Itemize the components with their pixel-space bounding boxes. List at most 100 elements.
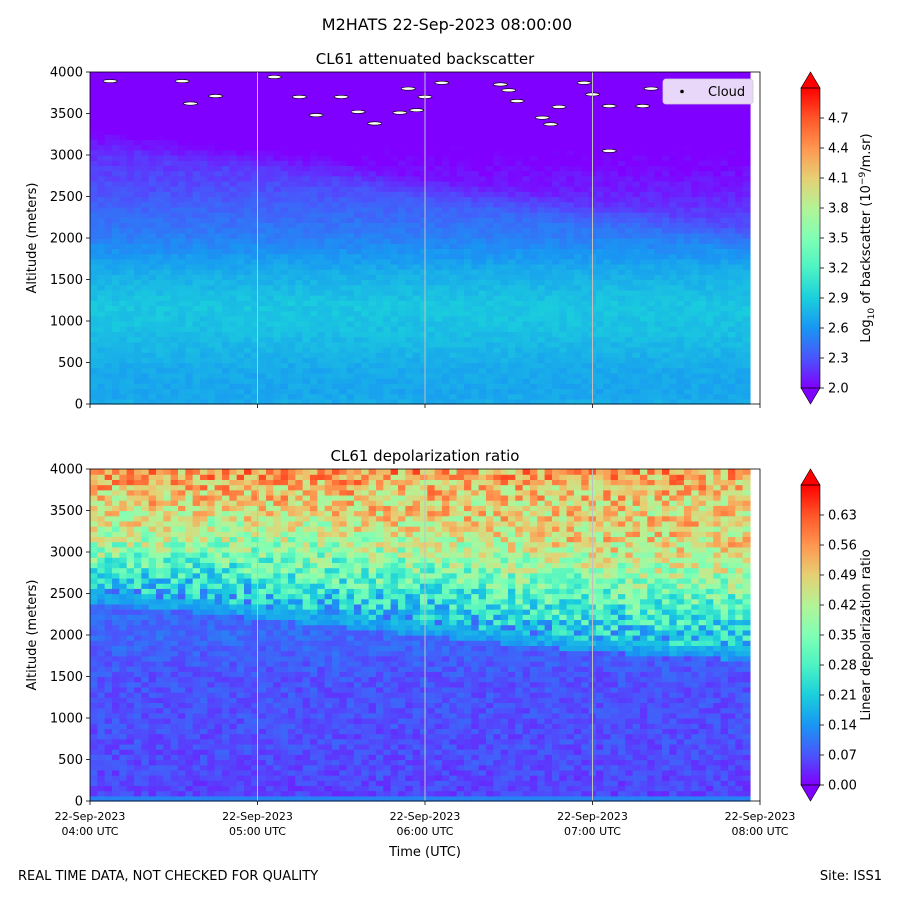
heatmap-cell — [434, 118, 443, 125]
heatmap-cell — [493, 206, 502, 213]
heatmap-cell — [500, 212, 509, 218]
heatmap-cell — [412, 263, 421, 270]
heatmap-cell — [419, 341, 428, 348]
heatmap-cell — [141, 315, 150, 322]
heatmap-cell — [529, 201, 538, 208]
heatmap-cell — [287, 346, 296, 353]
heatmap-cell — [566, 108, 575, 115]
heatmap-cell — [302, 134, 311, 141]
heatmap-cell — [309, 362, 318, 369]
heatmap-cell — [559, 238, 568, 244]
heatmap-cell — [434, 253, 443, 260]
heatmap-cell — [632, 331, 641, 338]
heatmap-cell — [478, 165, 487, 172]
heatmap-cell — [639, 72, 648, 78]
heatmap-cell — [456, 253, 465, 260]
heatmap-cell — [478, 310, 487, 317]
heatmap-cell — [141, 186, 150, 192]
heatmap-cell — [207, 352, 216, 358]
heatmap-cell — [485, 284, 494, 291]
heatmap-cell — [148, 217, 157, 224]
heatmap-cell — [287, 300, 296, 307]
heatmap-cell — [302, 155, 311, 161]
heatmap-cell — [412, 243, 421, 249]
heatmap-cell — [156, 258, 164, 265]
heatmap-cell — [603, 77, 612, 83]
heatmap-cell — [625, 123, 634, 130]
heatmap-cell — [265, 196, 274, 203]
heatmap-cell — [280, 108, 289, 115]
heatmap-cell — [324, 248, 333, 255]
heatmap-cell — [214, 321, 223, 327]
heatmap-cell — [170, 155, 179, 161]
heatmap-cell — [456, 310, 465, 317]
heatmap-cell — [331, 300, 340, 307]
heatmap-cell — [573, 212, 582, 218]
heatmap-cell — [134, 175, 142, 182]
heatmap-cell — [632, 97, 641, 104]
heatmap-cell — [361, 186, 370, 192]
heatmap-cell — [441, 326, 450, 332]
heatmap-cell — [134, 279, 142, 286]
heatmap-cell — [302, 321, 311, 327]
heatmap-cell — [324, 263, 333, 270]
heatmap-cell — [463, 336, 472, 343]
heatmap-cell — [317, 336, 326, 343]
heatmap-cell — [104, 315, 113, 322]
heatmap-cell — [375, 310, 384, 317]
heatmap-cell — [573, 362, 582, 369]
heatmap-cell — [126, 123, 135, 130]
heatmap-cell — [456, 269, 465, 275]
heatmap-cell — [412, 103, 421, 109]
heatmap-cell — [163, 248, 172, 255]
heatmap-cell — [647, 321, 656, 327]
heatmap-cell — [449, 180, 458, 187]
heatmap-cell — [375, 97, 384, 104]
heatmap-cell — [156, 155, 164, 161]
heatmap-cell — [537, 263, 546, 270]
heatmap-cell — [449, 362, 458, 369]
heatmap-cell — [258, 321, 267, 327]
heatmap-cell — [265, 331, 274, 338]
heatmap-cell — [156, 295, 164, 301]
heatmap-cell — [537, 362, 546, 369]
heatmap-cell — [295, 149, 304, 156]
heatmap-cell — [265, 113, 274, 120]
heatmap-cell — [529, 378, 538, 384]
heatmap-cell — [265, 201, 274, 208]
heatmap-cell — [419, 87, 428, 94]
heatmap-cell — [317, 155, 326, 161]
heatmap-cell — [317, 300, 326, 307]
heatmap-cell — [581, 196, 590, 203]
heatmap-cell — [654, 134, 663, 141]
heatmap-cell — [192, 108, 201, 115]
heatmap-cell — [441, 341, 450, 348]
heatmap-cell — [456, 149, 465, 156]
heatmap-cell — [280, 357, 289, 364]
heatmap-cell — [163, 331, 172, 338]
heatmap-cell — [478, 357, 487, 364]
heatmap-cell — [112, 108, 120, 115]
heatmap-cell — [221, 77, 230, 83]
heatmap-cell — [412, 367, 421, 374]
heatmap-cell — [632, 134, 641, 141]
heatmap-cell — [463, 372, 472, 379]
heatmap-cell — [412, 217, 421, 224]
heatmap-cell — [368, 144, 377, 151]
heatmap-cell — [603, 72, 612, 78]
heatmap-cell — [595, 227, 604, 234]
heatmap-cell — [112, 341, 120, 348]
heatmap-cell — [229, 160, 238, 166]
heatmap-cell — [331, 144, 340, 151]
heatmap-cell — [456, 383, 465, 390]
heatmap-cell — [434, 212, 443, 218]
heatmap-cell — [390, 82, 399, 89]
heatmap-cell — [647, 191, 656, 198]
heatmap-cell — [324, 258, 333, 265]
heatmap-cell — [185, 149, 194, 156]
heatmap-cell — [97, 263, 106, 270]
heatmap-cell — [302, 378, 311, 384]
heatmap-cell — [441, 92, 450, 99]
heatmap-cell — [515, 180, 524, 187]
heatmap-cell — [581, 160, 590, 166]
